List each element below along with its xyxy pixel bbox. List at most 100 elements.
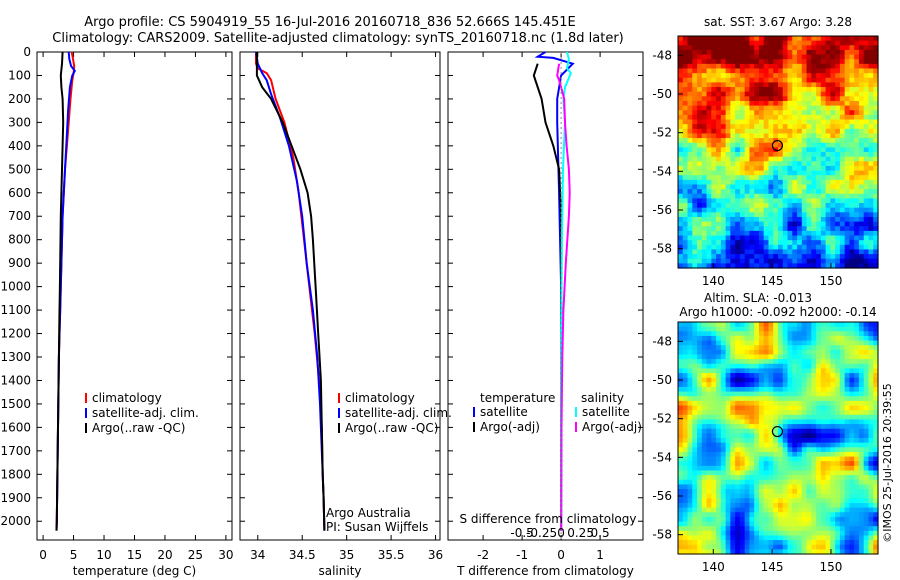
map-cell — [711, 114, 717, 121]
map-cell — [858, 244, 865, 251]
map-cell — [725, 391, 731, 397]
map-cell — [763, 170, 770, 176]
map-cell — [801, 161, 808, 167]
map-cell — [858, 156, 865, 162]
map-cell — [830, 133, 836, 139]
map-cell — [839, 451, 846, 458]
map-cell — [820, 382, 827, 388]
map-cell — [768, 349, 774, 356]
map-cell — [844, 530, 851, 537]
map-cell — [816, 535, 822, 541]
map-cell — [749, 170, 755, 176]
map-cell — [816, 502, 822, 509]
map-cell — [844, 184, 851, 190]
map-cell — [739, 526, 746, 532]
map-cell — [801, 165, 808, 172]
map-cell — [735, 349, 741, 356]
map-cell — [720, 49, 727, 56]
map-cell — [706, 354, 712, 360]
map-cell — [744, 479, 751, 485]
map-cell — [725, 345, 731, 351]
map-cell — [773, 493, 779, 499]
map-cell — [868, 475, 874, 481]
map-cell — [697, 189, 703, 195]
map-cell — [739, 96, 746, 102]
map-cell — [763, 354, 770, 360]
map-cell — [758, 512, 765, 518]
map-cell — [754, 465, 760, 472]
map-cell — [701, 461, 708, 467]
map-cell — [744, 110, 751, 116]
map-cell — [692, 391, 698, 397]
map-cell — [754, 203, 760, 209]
map-cell — [720, 230, 727, 237]
map-cell — [854, 63, 860, 70]
map-cell — [792, 203, 798, 209]
map-cell — [711, 54, 717, 60]
map-cell — [863, 110, 870, 116]
map-cell — [739, 54, 746, 60]
map-cell — [763, 193, 770, 199]
map-cell — [820, 203, 827, 209]
map-cell — [849, 377, 855, 383]
map-cell — [778, 493, 784, 499]
map-cell — [868, 124, 874, 130]
map-cell — [863, 549, 870, 555]
map-cell — [768, 189, 774, 195]
map-cell — [716, 91, 722, 97]
map-cell — [787, 244, 793, 251]
map-cell — [801, 152, 808, 158]
map-cell — [735, 382, 741, 388]
map-cell — [839, 77, 846, 83]
map-cell — [801, 359, 808, 365]
map-cell — [868, 382, 874, 388]
map-cell — [806, 549, 812, 555]
map-cell — [678, 263, 684, 269]
map-cell — [754, 198, 760, 204]
map-cell — [758, 526, 765, 532]
map-cell — [720, 498, 727, 504]
map-cell — [811, 549, 817, 555]
map-cell — [849, 128, 855, 135]
map-cell — [825, 240, 831, 246]
map-cell — [778, 221, 784, 227]
map-cell — [773, 359, 779, 365]
map-cell — [873, 521, 879, 527]
map-cell — [773, 340, 779, 346]
map-cell — [739, 216, 746, 223]
map-cell — [692, 345, 698, 351]
map-cell — [720, 335, 727, 342]
map-cell — [849, 54, 855, 60]
map-cell — [735, 428, 741, 434]
map-cell — [806, 400, 812, 407]
map-cell — [797, 165, 803, 172]
map-cell — [787, 405, 793, 411]
map-cell — [839, 216, 846, 223]
map-cell — [768, 40, 774, 46]
map-cell — [678, 322, 684, 328]
map-cell — [830, 124, 836, 130]
map-cell — [758, 179, 765, 186]
map-cell — [678, 203, 684, 209]
map-cell — [830, 68, 836, 74]
map-cell — [868, 470, 874, 476]
map-cell — [739, 49, 746, 56]
map-cell — [858, 465, 865, 472]
map-cell — [754, 133, 760, 139]
map-cell — [863, 73, 870, 79]
map-cell — [739, 414, 746, 421]
map-cell — [749, 198, 755, 204]
map-cell — [678, 184, 684, 190]
map-cell — [716, 470, 722, 476]
map-cell — [730, 119, 736, 125]
map-cell — [706, 193, 712, 199]
map-cell — [773, 110, 779, 116]
map-cell — [739, 530, 746, 537]
map-cell — [782, 77, 789, 83]
map-cell — [758, 326, 765, 332]
map-cell — [849, 502, 855, 509]
map-cell — [778, 189, 784, 195]
map-cell — [768, 424, 774, 430]
map-cell — [678, 405, 684, 411]
map-cell — [682, 414, 689, 421]
